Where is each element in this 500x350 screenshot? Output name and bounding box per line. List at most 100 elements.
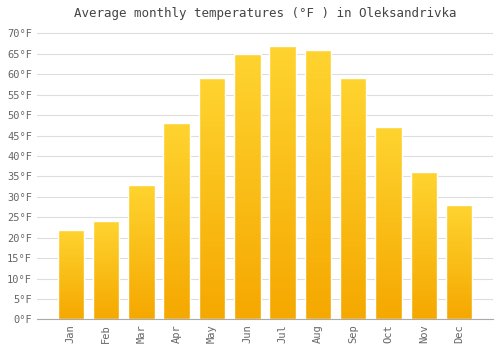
Bar xyxy=(304,117,331,120)
Bar xyxy=(375,133,402,135)
Bar xyxy=(234,248,260,250)
Bar xyxy=(410,296,437,298)
Bar xyxy=(375,275,402,277)
Bar xyxy=(93,302,120,303)
Bar xyxy=(234,317,260,320)
Bar xyxy=(58,245,84,246)
Bar xyxy=(128,224,154,225)
Bar xyxy=(58,237,84,238)
Bar xyxy=(270,111,296,114)
Bar xyxy=(270,292,296,295)
Bar xyxy=(446,236,472,237)
Bar xyxy=(304,50,331,320)
Bar xyxy=(164,212,190,214)
Bar xyxy=(198,261,225,264)
Bar xyxy=(58,305,84,306)
Bar xyxy=(410,191,437,193)
Bar xyxy=(93,317,120,318)
Bar xyxy=(410,274,437,275)
Bar xyxy=(234,168,260,171)
Bar xyxy=(375,181,402,183)
Bar xyxy=(446,303,472,304)
Bar xyxy=(198,242,225,245)
Bar xyxy=(304,168,331,171)
Bar xyxy=(198,302,225,305)
Bar xyxy=(375,177,402,179)
Bar xyxy=(304,149,331,152)
Bar xyxy=(340,112,366,114)
Bar xyxy=(375,264,402,266)
Bar xyxy=(375,214,402,216)
Bar xyxy=(410,266,437,268)
Bar xyxy=(128,285,154,286)
Bar xyxy=(164,219,190,222)
Bar xyxy=(375,179,402,181)
Bar xyxy=(164,243,190,245)
Bar xyxy=(198,269,225,271)
Bar xyxy=(270,180,296,183)
Bar xyxy=(340,168,366,170)
Bar xyxy=(446,313,472,314)
Bar xyxy=(304,88,331,90)
Bar xyxy=(198,114,225,117)
Bar xyxy=(270,158,296,161)
Bar xyxy=(93,234,120,235)
Bar xyxy=(446,254,472,256)
Bar xyxy=(446,317,472,318)
Bar xyxy=(410,194,437,196)
Bar xyxy=(304,55,331,58)
Bar xyxy=(93,275,120,276)
Bar xyxy=(375,127,402,130)
Bar xyxy=(58,231,84,232)
Bar xyxy=(410,206,437,208)
Bar xyxy=(164,190,190,192)
Bar xyxy=(446,301,472,302)
Bar xyxy=(375,266,402,268)
Bar xyxy=(340,129,366,131)
Bar xyxy=(270,65,296,68)
Bar xyxy=(375,160,402,162)
Bar xyxy=(304,171,331,174)
Bar xyxy=(234,293,260,295)
Bar xyxy=(340,312,366,315)
Bar xyxy=(410,212,437,214)
Bar xyxy=(375,202,402,204)
Bar xyxy=(164,284,190,286)
Bar xyxy=(304,122,331,125)
Bar xyxy=(93,272,120,273)
Bar xyxy=(340,81,366,83)
Bar xyxy=(164,233,190,235)
Bar xyxy=(234,179,260,181)
Bar xyxy=(304,163,331,166)
Bar xyxy=(446,277,472,278)
Bar xyxy=(93,265,120,266)
Bar xyxy=(446,268,472,269)
Bar xyxy=(198,293,225,295)
Bar xyxy=(446,312,472,313)
Bar xyxy=(446,240,472,241)
Bar xyxy=(93,306,120,307)
Bar xyxy=(93,254,120,255)
Bar xyxy=(270,131,296,133)
Bar xyxy=(340,153,366,155)
Bar xyxy=(410,312,437,314)
Bar xyxy=(270,117,296,120)
Bar xyxy=(375,290,402,293)
Bar xyxy=(270,95,296,98)
Bar xyxy=(93,248,120,249)
Bar xyxy=(128,232,154,233)
Bar xyxy=(93,274,120,275)
Bar xyxy=(410,203,437,205)
Bar xyxy=(234,70,260,72)
Bar xyxy=(58,242,84,243)
Bar xyxy=(198,168,225,170)
Bar xyxy=(234,99,260,102)
Bar xyxy=(58,278,84,279)
Bar xyxy=(410,252,437,253)
Bar xyxy=(164,259,190,261)
Bar xyxy=(446,244,472,245)
Bar xyxy=(446,256,472,257)
Bar xyxy=(164,208,190,210)
Bar xyxy=(128,234,154,236)
Bar xyxy=(340,290,366,293)
